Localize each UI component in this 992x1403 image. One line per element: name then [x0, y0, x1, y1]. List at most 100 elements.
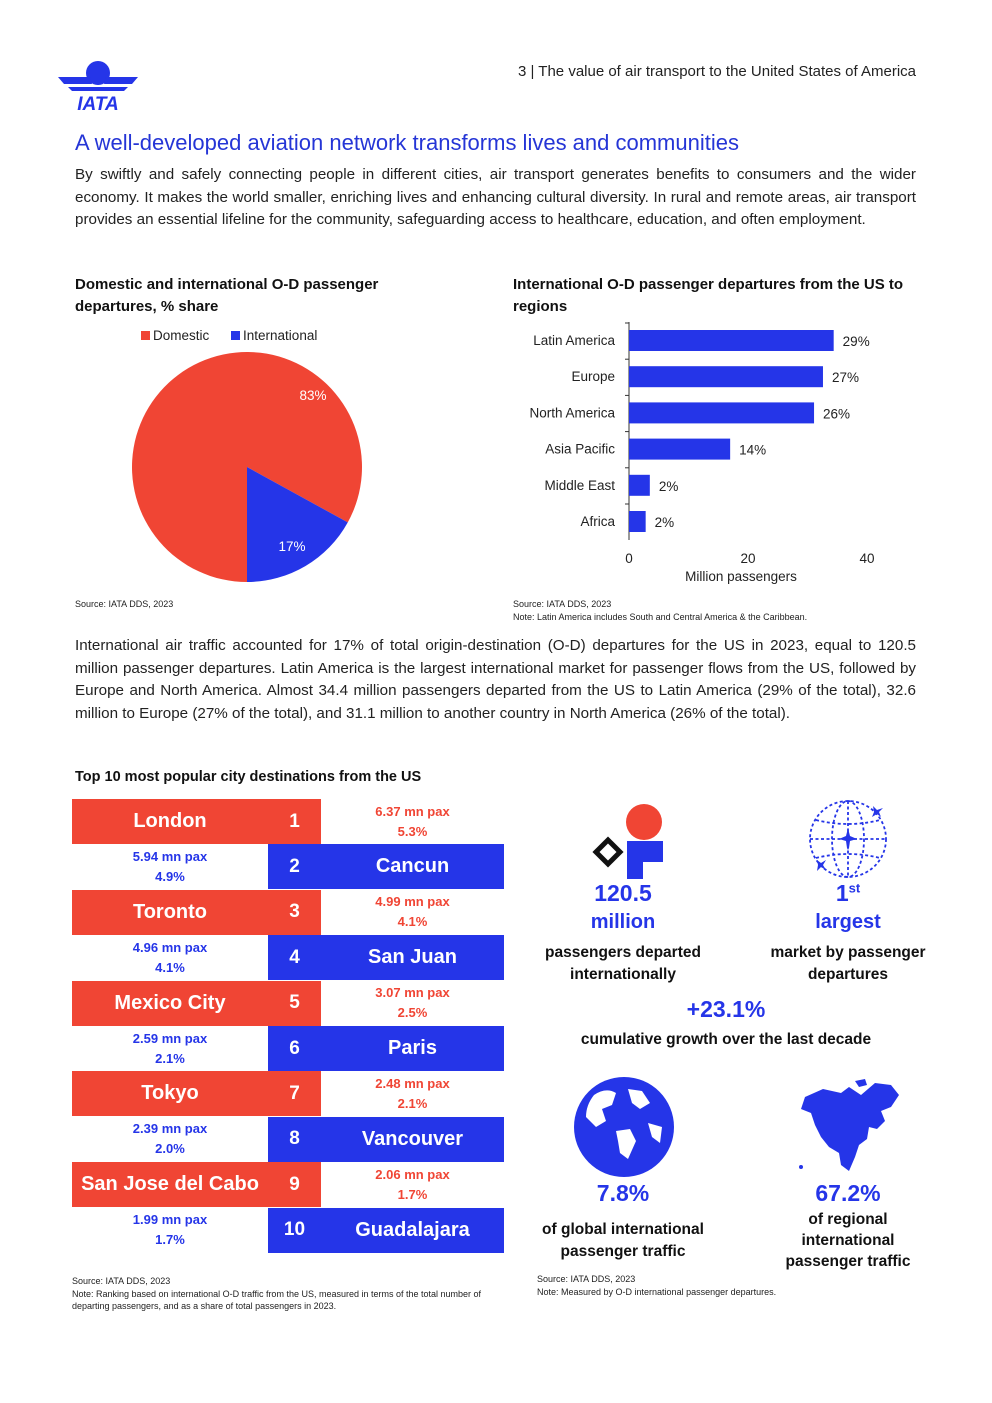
city-row: Mexico City 5 3.07 mn pax 2.5% [72, 980, 504, 1026]
cities-title: Top 10 most popular city destinations fr… [75, 769, 422, 785]
kpi-source: Source: IATA DDS, 2023 Note: Measured by… [537, 1273, 776, 1298]
logo-text: IATA [77, 94, 119, 112]
city-stats: 2.06 mn pax 1.7% [321, 1162, 504, 1207]
city-row: Toronto 3 4.99 mn pax 4.1% [72, 889, 504, 935]
x-tick-label: 20 [740, 551, 755, 566]
world-globe-icon [574, 1077, 674, 1177]
bar [629, 330, 834, 351]
iata-logo: IATA [58, 60, 138, 115]
legend-swatch-domestic [141, 331, 150, 340]
city-share: 2.5% [397, 1005, 428, 1021]
kpi-market-line2: departures [807, 966, 889, 983]
city-name: Tokyo [72, 1071, 268, 1117]
bar-source-line: Source: IATA DDS, 2023 [513, 599, 612, 609]
city-stats: 2.59 mn pax 2.1% [72, 1026, 268, 1071]
city-row: Vancouver 8 2.39 mn pax 2.0% [72, 1116, 504, 1162]
city-name: Mexico City [72, 980, 268, 1026]
city-stats: 6.37 mn pax 5.3% [321, 799, 504, 844]
pie-label-international: 17% [278, 539, 305, 554]
city-name: Guadalajara [321, 1207, 504, 1253]
cities-source-line: Source: IATA DDS, 2023 [72, 1276, 171, 1286]
bar-category-label: Africa [580, 514, 615, 529]
pie-label-domestic: 83% [299, 388, 326, 403]
city-stats: 2.39 mn pax 2.0% [72, 1117, 268, 1162]
city-row: Paris 6 2.59 mn pax 2.1% [72, 1026, 504, 1071]
city-rank: 1 [268, 799, 321, 844]
page-header: 3 | The value of air transport to the Un… [518, 63, 916, 80]
city-name: Toronto [72, 889, 268, 935]
city-share: 1.7% [397, 1186, 428, 1202]
kpi-market-value: 1st [768, 880, 928, 907]
city-share: 5.3% [397, 823, 428, 839]
city-row: San Jose del Cabo 9 2.06 mn pax 1.7% [72, 1162, 504, 1208]
bar-data-label: 14% [739, 443, 766, 458]
kpi-market-line1: market by passenger [770, 944, 926, 961]
kpi-regional-value: 67.2% [815, 1180, 881, 1206]
bar-chart: Latin America 29% Europe 27% North America 26… [529, 322, 875, 584]
city-rank: 5 [268, 980, 321, 1026]
kpi-global-label: of global international passenger traffi… [513, 1219, 733, 1263]
kpi-growth-value: +23.1% [686, 996, 766, 1022]
city-rank: 8 [268, 1116, 321, 1162]
city-name: Paris [321, 1026, 504, 1071]
kpi-regional-line2: international [801, 1232, 895, 1249]
city-stats: 5.94 mn pax 4.9% [72, 844, 268, 889]
city-pax: 5.94 mn pax [132, 848, 208, 864]
bar-data-label: 29% [843, 334, 870, 349]
city-name: San Juan [321, 935, 504, 981]
city-share: 4.1% [397, 914, 428, 930]
city-pax: 2.39 mn pax [132, 1121, 208, 1137]
city-pax: 6.37 mn pax [375, 803, 450, 819]
city-name: Vancouver [321, 1116, 504, 1162]
bar-chart-title: International O-D passenger departures f… [513, 276, 904, 315]
pie-legend: Domestic International [141, 328, 317, 343]
city-row: Tokyo 7 2.48 mn pax 2.1% [72, 1071, 504, 1117]
city-name: London [72, 799, 268, 844]
x-tick-label: 0 [625, 551, 633, 566]
bar-category-label: Middle East [544, 478, 615, 493]
pie-chart: 83% 17% [132, 352, 362, 582]
city-share: 4.9% [155, 868, 185, 884]
city-name: San Jose del Cabo [72, 1162, 268, 1208]
bar-data-label: 26% [823, 406, 850, 421]
bar-category-label: North America [529, 405, 615, 420]
kpi-regional-line3: passenger traffic [785, 1253, 911, 1270]
body-paragraph: International air traffic accounted for … [75, 637, 916, 722]
cities-source: Source: IATA DDS, 2023 Note: Ranking bas… [72, 1275, 504, 1313]
kpi-global-value: 7.8% [596, 1180, 650, 1206]
city-pax: 4.99 mn pax [375, 894, 450, 910]
city-rank: 4 [268, 935, 321, 981]
legend-swatch-international [231, 331, 241, 340]
city-share: 2.1% [155, 1050, 185, 1066]
globe-planes-icon [809, 800, 887, 878]
bar-data-label: 2% [659, 479, 679, 494]
city-rank: 9 [268, 1162, 321, 1208]
kpi-growth-label: cumulative growth over the last decade [580, 1031, 872, 1048]
kpi-market-sup: st [848, 880, 861, 896]
kpi-regional-line1: of regional [808, 1211, 888, 1228]
person-icon [592, 804, 663, 879]
city-row: Cancun 2 5.94 mn pax 4.9% [72, 844, 504, 890]
pie-source: Source: IATA DDS, 2023 [75, 599, 174, 609]
kpi-passengers-value: 120.5 [594, 880, 652, 906]
kpi-passengers-unit: million [590, 911, 656, 933]
city-stats: 4.99 mn pax 4.1% [321, 890, 504, 935]
city-rank: 10 [268, 1207, 321, 1253]
cities-note: Note: Ranking based on international O-D… [72, 1288, 482, 1312]
bar-category-label: Latin America [533, 333, 615, 348]
legend-label-domestic: Domestic [153, 328, 210, 343]
city-rank: 3 [268, 889, 321, 935]
bar-category-label: Europe [571, 369, 615, 384]
bar [629, 474, 650, 496]
bar-source: Source: IATA DDS, 2023 Note: Latin Ameri… [513, 598, 807, 623]
city-pax: 1.99 mn pax [132, 1212, 208, 1228]
bar [629, 402, 815, 424]
bar-data-label: 2% [655, 515, 675, 530]
kpi-market-num: 1 [835, 880, 849, 906]
intro-paragraph: By swiftly and safely connecting people … [75, 166, 916, 228]
kpi-source-line: Source: IATA DDS, 2023 [537, 1274, 636, 1284]
legend-label-international: International [243, 328, 318, 343]
city-rank: 6 [268, 1026, 321, 1071]
kpi-regional-label: of regional international passenger traf… [743, 1209, 953, 1272]
city-stats: 2.48 mn pax 2.1% [321, 1071, 504, 1116]
